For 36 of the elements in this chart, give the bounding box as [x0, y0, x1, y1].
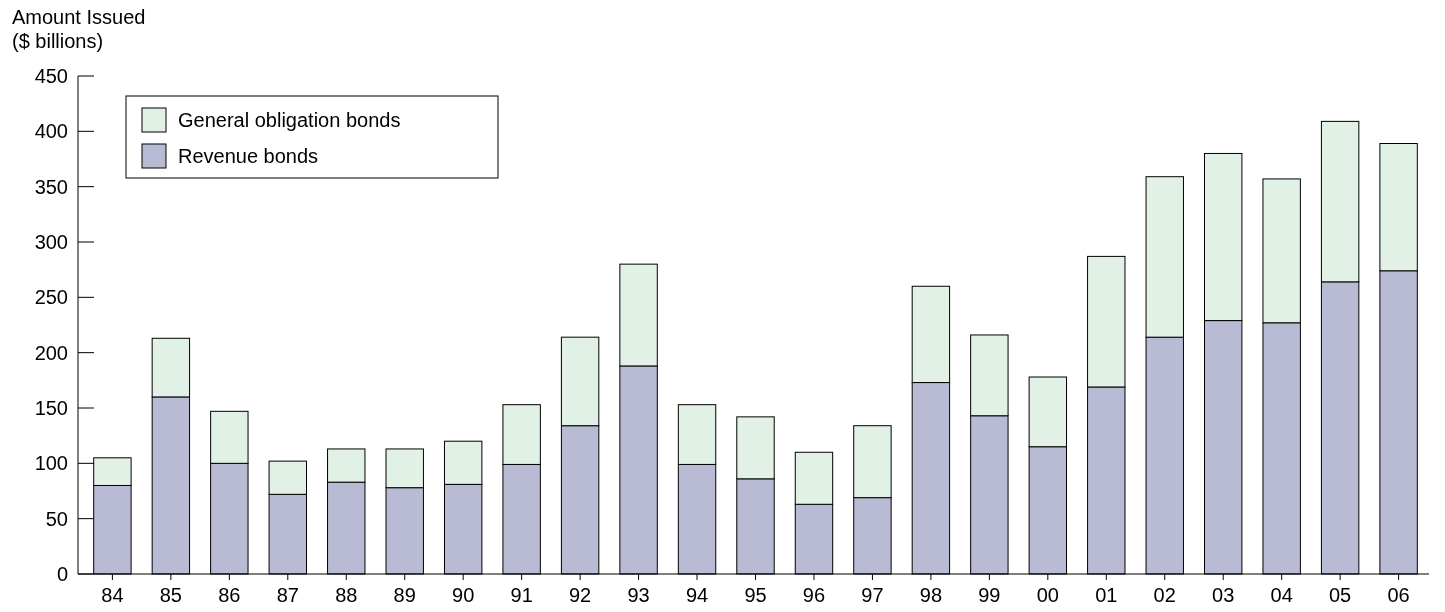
x-tick-label: 92: [568, 584, 592, 606]
x-tick-label: 93: [627, 584, 650, 606]
legend-label: Revenue bonds: [178, 145, 319, 167]
x-tick-label: 02: [1153, 584, 1176, 606]
x-tick-label: 04: [1270, 584, 1293, 606]
x-tick-label: 90: [452, 584, 475, 606]
y-tick-label: 300: [34, 231, 68, 253]
y-tick-label: 400: [34, 120, 68, 143]
x-tick-label: 06: [1387, 584, 1410, 606]
x-tick-label: 00: [1036, 584, 1059, 606]
y-tick-label: 0: [56, 563, 68, 585]
x-tick-label: 94: [685, 584, 709, 606]
x-tick-label: 88: [335, 584, 358, 606]
x-tick-label: 97: [861, 584, 884, 606]
x-tick-label: 85: [159, 584, 182, 606]
x-tick-label: 86: [218, 584, 241, 606]
x-tick-label: 96: [802, 584, 826, 606]
x-tick-label: 05: [1329, 584, 1352, 606]
x-tick-label: 98: [919, 584, 943, 606]
y-tick-label: 450: [34, 65, 68, 87]
x-tick-label: 89: [393, 584, 416, 606]
legend-label: General obligation bonds: [178, 109, 401, 131]
y-tick-label: 200: [34, 341, 68, 364]
y-tick-label: 350: [34, 175, 68, 198]
x-tick-label: 84: [101, 584, 124, 606]
x-tick-label: 87: [276, 584, 299, 606]
y-axis-title: Amount Issued ($ billions): [12, 6, 146, 52]
x-tick-label: 03: [1212, 584, 1235, 606]
x-tick-label: 95: [744, 584, 767, 606]
y-tick-label: 100: [34, 452, 68, 475]
x-tick-label: 99: [978, 584, 1001, 606]
y-tick-label: 250: [34, 286, 68, 309]
x-tick-label: 01: [1095, 584, 1118, 606]
y-tick-label: 150: [34, 397, 68, 419]
x-tick-label: 91: [510, 584, 533, 606]
y-tick-label: 50: [45, 507, 68, 530]
